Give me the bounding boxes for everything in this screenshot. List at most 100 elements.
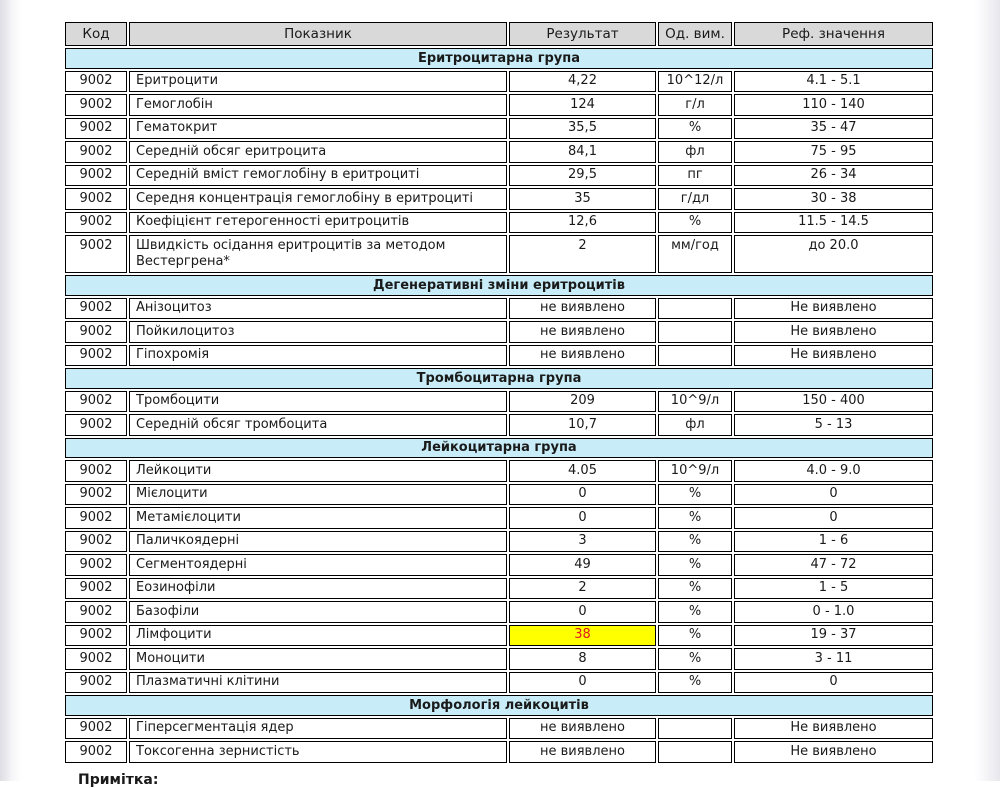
section-title: Лейкоцитарна група xyxy=(65,437,933,458)
code-cell: 9002 xyxy=(65,601,127,623)
unit-cell: г/дл xyxy=(658,188,732,210)
ref-cell: 1 - 6 xyxy=(734,530,933,552)
code-cell: 9002 xyxy=(65,321,127,343)
unit-cell: % xyxy=(658,671,732,693)
result-cell: 38 xyxy=(509,624,656,646)
unit-cell: % xyxy=(658,624,732,646)
table-row: 9002 Коефіцієнт гетерогенності еритроциті… xyxy=(65,211,933,233)
section-title: Тромбоцитарна група xyxy=(65,368,933,389)
result-cell: 3 xyxy=(509,530,656,552)
table-row: 9002 Лімфоцити 38% 19 - 37 xyxy=(65,624,933,646)
code-cell: 9002 xyxy=(65,414,127,436)
ref-cell: 5 - 13 xyxy=(734,414,933,436)
code-cell: 9002 xyxy=(65,717,127,739)
result-cell: 0 xyxy=(509,601,656,623)
result-cell: 209 xyxy=(509,390,656,412)
section-header-row: Тромбоцитарна група xyxy=(65,368,933,389)
unit-cell xyxy=(658,321,732,343)
unit-cell: 10^9/л xyxy=(658,460,732,482)
unit-cell: % xyxy=(658,117,732,139)
col-header-indicator: Показник xyxy=(129,22,507,46)
ref-cell: 0 xyxy=(734,671,933,693)
table-row: 9002 Гіперсегментація ядер не виявлено Не в… xyxy=(65,717,933,739)
result-cell: не виявлено xyxy=(509,321,656,343)
result-cell: 0 xyxy=(509,671,656,693)
unit-cell: % xyxy=(658,554,732,576)
indicator-cell: Середній вміст гемоглобіну в еритроциті xyxy=(129,164,507,186)
indicator-cell: Сегментоядерні xyxy=(129,554,507,576)
result-cell: 124 xyxy=(509,94,656,116)
unit-cell xyxy=(658,297,732,319)
code-cell: 9002 xyxy=(65,297,127,319)
col-header-unit: Од. вим. xyxy=(658,22,732,46)
table-row: 9002 Паличкоядерні 3% 1 - 6 xyxy=(65,530,933,552)
table-row: 9002 Мієлоцити 0% 0 xyxy=(65,483,933,505)
unit-cell: % xyxy=(658,577,732,599)
unit-cell: % xyxy=(658,483,732,505)
table-row: 9002 Токсогенна зернистість не виявлено Не … xyxy=(65,741,933,763)
indicator-cell: Гіпохромія xyxy=(129,344,507,366)
unit-cell: пг xyxy=(658,164,732,186)
result-cell: не виявлено xyxy=(509,297,656,319)
note-label: Примітка: xyxy=(78,771,159,788)
code-cell: 9002 xyxy=(65,141,127,163)
indicator-cell: Анізоцитоз xyxy=(129,297,507,319)
code-cell: 9002 xyxy=(65,554,127,576)
code-cell: 9002 xyxy=(65,460,127,482)
col-header-result: Результат xyxy=(509,22,656,46)
indicator-cell: Моноцити xyxy=(129,648,507,670)
ref-cell: 1 - 5 xyxy=(734,577,933,599)
section-title: Еритроцитарна група xyxy=(65,48,933,69)
indicator-cell: Базофіли xyxy=(129,601,507,623)
result-cell: 29,5 xyxy=(509,164,656,186)
code-cell: 9002 xyxy=(65,390,127,412)
ref-cell: 35 - 47 xyxy=(734,117,933,139)
result-cell: 0 xyxy=(509,507,656,529)
section-header-row: Морфологія лейкоцитів xyxy=(65,695,933,716)
indicator-cell: Токсогенна зернистість xyxy=(129,741,507,763)
unit-cell xyxy=(658,717,732,739)
code-cell: 9002 xyxy=(65,483,127,505)
unit-cell: % xyxy=(658,507,732,529)
ref-cell: 11.5 - 14.5 xyxy=(734,211,933,233)
ref-cell: до 20.0 xyxy=(734,235,933,273)
unit-cell: 10^12/л xyxy=(658,70,732,92)
unit-cell xyxy=(658,741,732,763)
scan-edge-left xyxy=(0,0,22,781)
indicator-cell: Середня концентрація гемоглобіну в еритр… xyxy=(129,188,507,210)
result-cell: 2 xyxy=(509,577,656,599)
table-row: 9002 Середній вміст гемоглобіну в еритроц… xyxy=(65,164,933,186)
result-cell: не виявлено xyxy=(509,344,656,366)
table-row: 9002 Еозинофіли 2% 1 - 5 xyxy=(65,577,933,599)
table-row: 9002 Гіпохромія не виявлено Не виявлено xyxy=(65,344,933,366)
result-cell: 35,5 xyxy=(509,117,656,139)
indicator-cell: Швидкість осідання еритроцитів за методо… xyxy=(129,235,507,273)
ref-cell: 0 xyxy=(734,483,933,505)
ref-cell: 150 - 400 xyxy=(734,390,933,412)
ref-cell: 110 - 140 xyxy=(734,94,933,116)
lab-report: Код Показник Результат Од. вим. Реф. зна… xyxy=(63,20,935,788)
code-cell: 9002 xyxy=(65,344,127,366)
unit-cell: 10^9/л xyxy=(658,390,732,412)
indicator-cell: Середній обсяг еритроцита xyxy=(129,141,507,163)
indicator-cell: Гемоглобін xyxy=(129,94,507,116)
section-header-row: Лейкоцитарна група xyxy=(65,437,933,458)
result-cell: 2 xyxy=(509,235,656,273)
unit-cell xyxy=(658,344,732,366)
section-title: Дегенеративні зміни еритроцитів xyxy=(65,275,933,296)
ref-cell: Не виявлено xyxy=(734,321,933,343)
ref-cell: 47 - 72 xyxy=(734,554,933,576)
table-row: 9002 Гематокрит 35,5% 35 - 47 xyxy=(65,117,933,139)
ref-cell: 75 - 95 xyxy=(734,141,933,163)
code-cell: 9002 xyxy=(65,577,127,599)
indicator-cell: Еозинофіли xyxy=(129,577,507,599)
code-cell: 9002 xyxy=(65,624,127,646)
indicator-cell: Середній обсяг тромбоцита xyxy=(129,414,507,436)
result-cell: 10,7 xyxy=(509,414,656,436)
table-row: 9002 Еритроцити 4,22 10^12/л 4.1 - 5.1 xyxy=(65,70,933,92)
unit-cell: % xyxy=(658,211,732,233)
code-cell: 9002 xyxy=(65,530,127,552)
indicator-cell: Коефіцієнт гетерогенності еритроцитів xyxy=(129,211,507,233)
ref-cell: 4.0 - 9.0 xyxy=(734,460,933,482)
table-row: 9002 Середній обсяг тромбоцита 10,7 фл 5 - 1… xyxy=(65,414,933,436)
